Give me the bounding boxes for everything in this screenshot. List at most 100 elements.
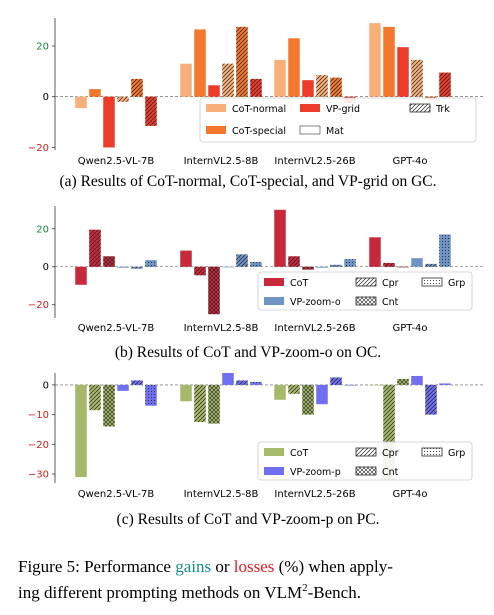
legend-label: Grp — [448, 448, 465, 459]
y-tick-label: 0 — [43, 262, 49, 273]
bar-s2-internvl2-5-8b — [194, 29, 206, 97]
bar-hatch-s5-c1 — [131, 380, 143, 385]
y-tick-label: 0 — [43, 380, 49, 391]
bar-s1-internvl2-5-8b — [180, 63, 192, 97]
bar-hatch-s3-c2 — [208, 266, 220, 315]
chart-panel-2: −20 0 20 Qwen2.5-VL-7B InternVL2.5-8B InternV… — [28, 206, 484, 361]
bar-s1-qwen2-5-vl-7b — [75, 266, 87, 285]
bar-hatch-s6-c2 — [250, 381, 262, 385]
figure-caption-superscript: 2 — [302, 582, 308, 594]
legend-swatch-pattern — [421, 447, 443, 457]
bar-hatch-s3-c3 — [302, 384, 314, 415]
x-tick-label: InternVL2.5-26B — [274, 323, 355, 334]
bar-hatch-s2-c1 — [89, 229, 101, 267]
bar-hatch-s5-c2 — [236, 254, 248, 267]
bar-hatch-s5-c3 — [330, 377, 342, 385]
legend: CoT Cpr Grp VP-zoom-o Cnt — [257, 271, 473, 311]
bar-s4-qwen2-5-vl-7b — [117, 384, 129, 391]
figure-caption-losses: losses — [234, 557, 275, 576]
chart-panel-3: −30 −20 −10 0 Qwen2.5-VL-7B InternVL2.5-8B Int… — [28, 373, 484, 528]
legend-swatch-pattern — [355, 296, 377, 306]
bar-hatch-s6-c4 — [439, 234, 451, 267]
legend-swatch — [206, 126, 226, 134]
legend-swatch-pattern — [409, 103, 431, 113]
panel-caption: (a) Results of CoT-normal, CoT-special, … — [60, 173, 437, 190]
bar-hatch-s3-c2 — [208, 384, 220, 424]
bar-s4-gpt-4o — [411, 375, 423, 385]
legend-swatch — [264, 297, 284, 305]
bar-hatch-s6-c2 — [250, 262, 262, 267]
bar-hatch-s6-c4 — [439, 72, 451, 97]
legend-swatch-pattern — [421, 277, 443, 287]
legend-swatch — [299, 125, 321, 135]
bar-hatch-s3-c3 — [302, 266, 314, 270]
bar-s2-gpt-4o — [383, 26, 395, 97]
legend-swatch — [264, 467, 284, 475]
bar-hatch-s3-c1 — [103, 384, 115, 427]
legend-label: VP-zoom-p — [290, 467, 341, 478]
legend-label: Trk — [435, 104, 450, 115]
legend: CoT-normal VP-grid Trk CoT-special Mat — [199, 97, 477, 143]
figure-caption-prefix: Figure 5: Performance — [18, 557, 175, 576]
x-tick-label: Qwen2.5-VL-7B — [78, 156, 155, 167]
x-tick-label: GPT-4o — [392, 489, 427, 500]
legend-label: VP-grid — [326, 104, 360, 115]
bar-hatch-s2-c2 — [194, 384, 206, 423]
x-tick-label: InternVL2.5-26B — [274, 489, 355, 500]
bar-s4-internvl2-5-8b — [222, 373, 234, 385]
legend-swatch — [300, 104, 320, 112]
bar-s4-qwen2-5-vl-7b — [117, 266, 129, 268]
bar-hatch-s2-c4 — [383, 262, 395, 267]
bar-hatch-s5-c2 — [236, 26, 248, 97]
bar-s1-internvl2-5-26b — [274, 59, 286, 97]
legend-label: Mat — [326, 126, 344, 137]
legend-label: Grp — [448, 278, 465, 289]
bar-hatch-s4-c2 — [222, 63, 234, 97]
x-tick-label: InternVL2.5-26B — [274, 156, 355, 167]
x-tick-label: GPT-4o — [392, 156, 427, 167]
legend-frame — [257, 441, 473, 481]
bar-hatch-s3-c4 — [397, 378, 409, 385]
bar-hatch-s5-c3 — [330, 77, 342, 97]
bar-hatch-s3-c4 — [397, 266, 409, 268]
legend-swatch-pattern — [355, 447, 377, 457]
bar-hatch-s2-c3 — [288, 384, 300, 394]
figure-caption-line2-end: -Bench. — [308, 583, 361, 602]
legend-label: Cpr — [382, 448, 399, 459]
x-tick-label: InternVL2.5-8B — [184, 489, 259, 500]
bar-s3-gpt-4o — [397, 47, 409, 97]
x-tick-label: Qwen2.5-VL-7B — [78, 323, 155, 334]
bar-s4-internvl2-5-26b — [316, 266, 328, 268]
x-tick-label: InternVL2.5-8B — [184, 323, 259, 334]
bar-hatch-s5-c4 — [425, 384, 437, 415]
legend-label: VP-zoom-o — [290, 297, 341, 308]
bar-s1-gpt-4o — [369, 237, 381, 267]
legend-label: Cnt — [382, 467, 399, 478]
figure-caption-middle: or — [211, 557, 234, 576]
bar-hatch-s3-c1 — [103, 256, 115, 267]
bar-hatch-s2-c3 — [288, 256, 300, 267]
y-tick-label: −10 — [28, 410, 49, 421]
figure-caption-gains: gains — [175, 557, 211, 576]
figure-caption-line-1: Figure 5: Performance gains or losses (%… — [18, 557, 393, 576]
legend-swatch — [264, 448, 284, 456]
figure-caption-line2-text: ing different prompting methods on VLM — [18, 583, 302, 602]
bar-hatch-s5-c1 — [131, 78, 143, 97]
legend-label: Cpr — [382, 278, 399, 289]
bar-hatch-s6-c2 — [250, 78, 262, 97]
bar-s1-qwen2-5-vl-7b — [75, 384, 87, 478]
bar-s2-qwen2-5-vl-7b — [89, 89, 101, 97]
bar-hatch-s5-c4 — [425, 263, 437, 267]
y-tick-label: −20 — [28, 300, 49, 311]
bar-s3-internvl2-5-26b — [302, 80, 314, 97]
legend-frame — [257, 271, 473, 311]
x-tick-label: InternVL2.5-8B — [184, 156, 259, 167]
bar-s2-internvl2-5-26b — [288, 38, 300, 97]
legend-swatch-pattern — [355, 466, 377, 476]
bar-hatch-s6-c1 — [145, 384, 157, 406]
bar-hatch-s5-c3 — [330, 264, 342, 267]
x-tick-label: GPT-4o — [392, 323, 427, 334]
bar-hatch-s6-c3 — [344, 259, 356, 267]
bar-hatch-s2-c4 — [383, 384, 395, 481]
